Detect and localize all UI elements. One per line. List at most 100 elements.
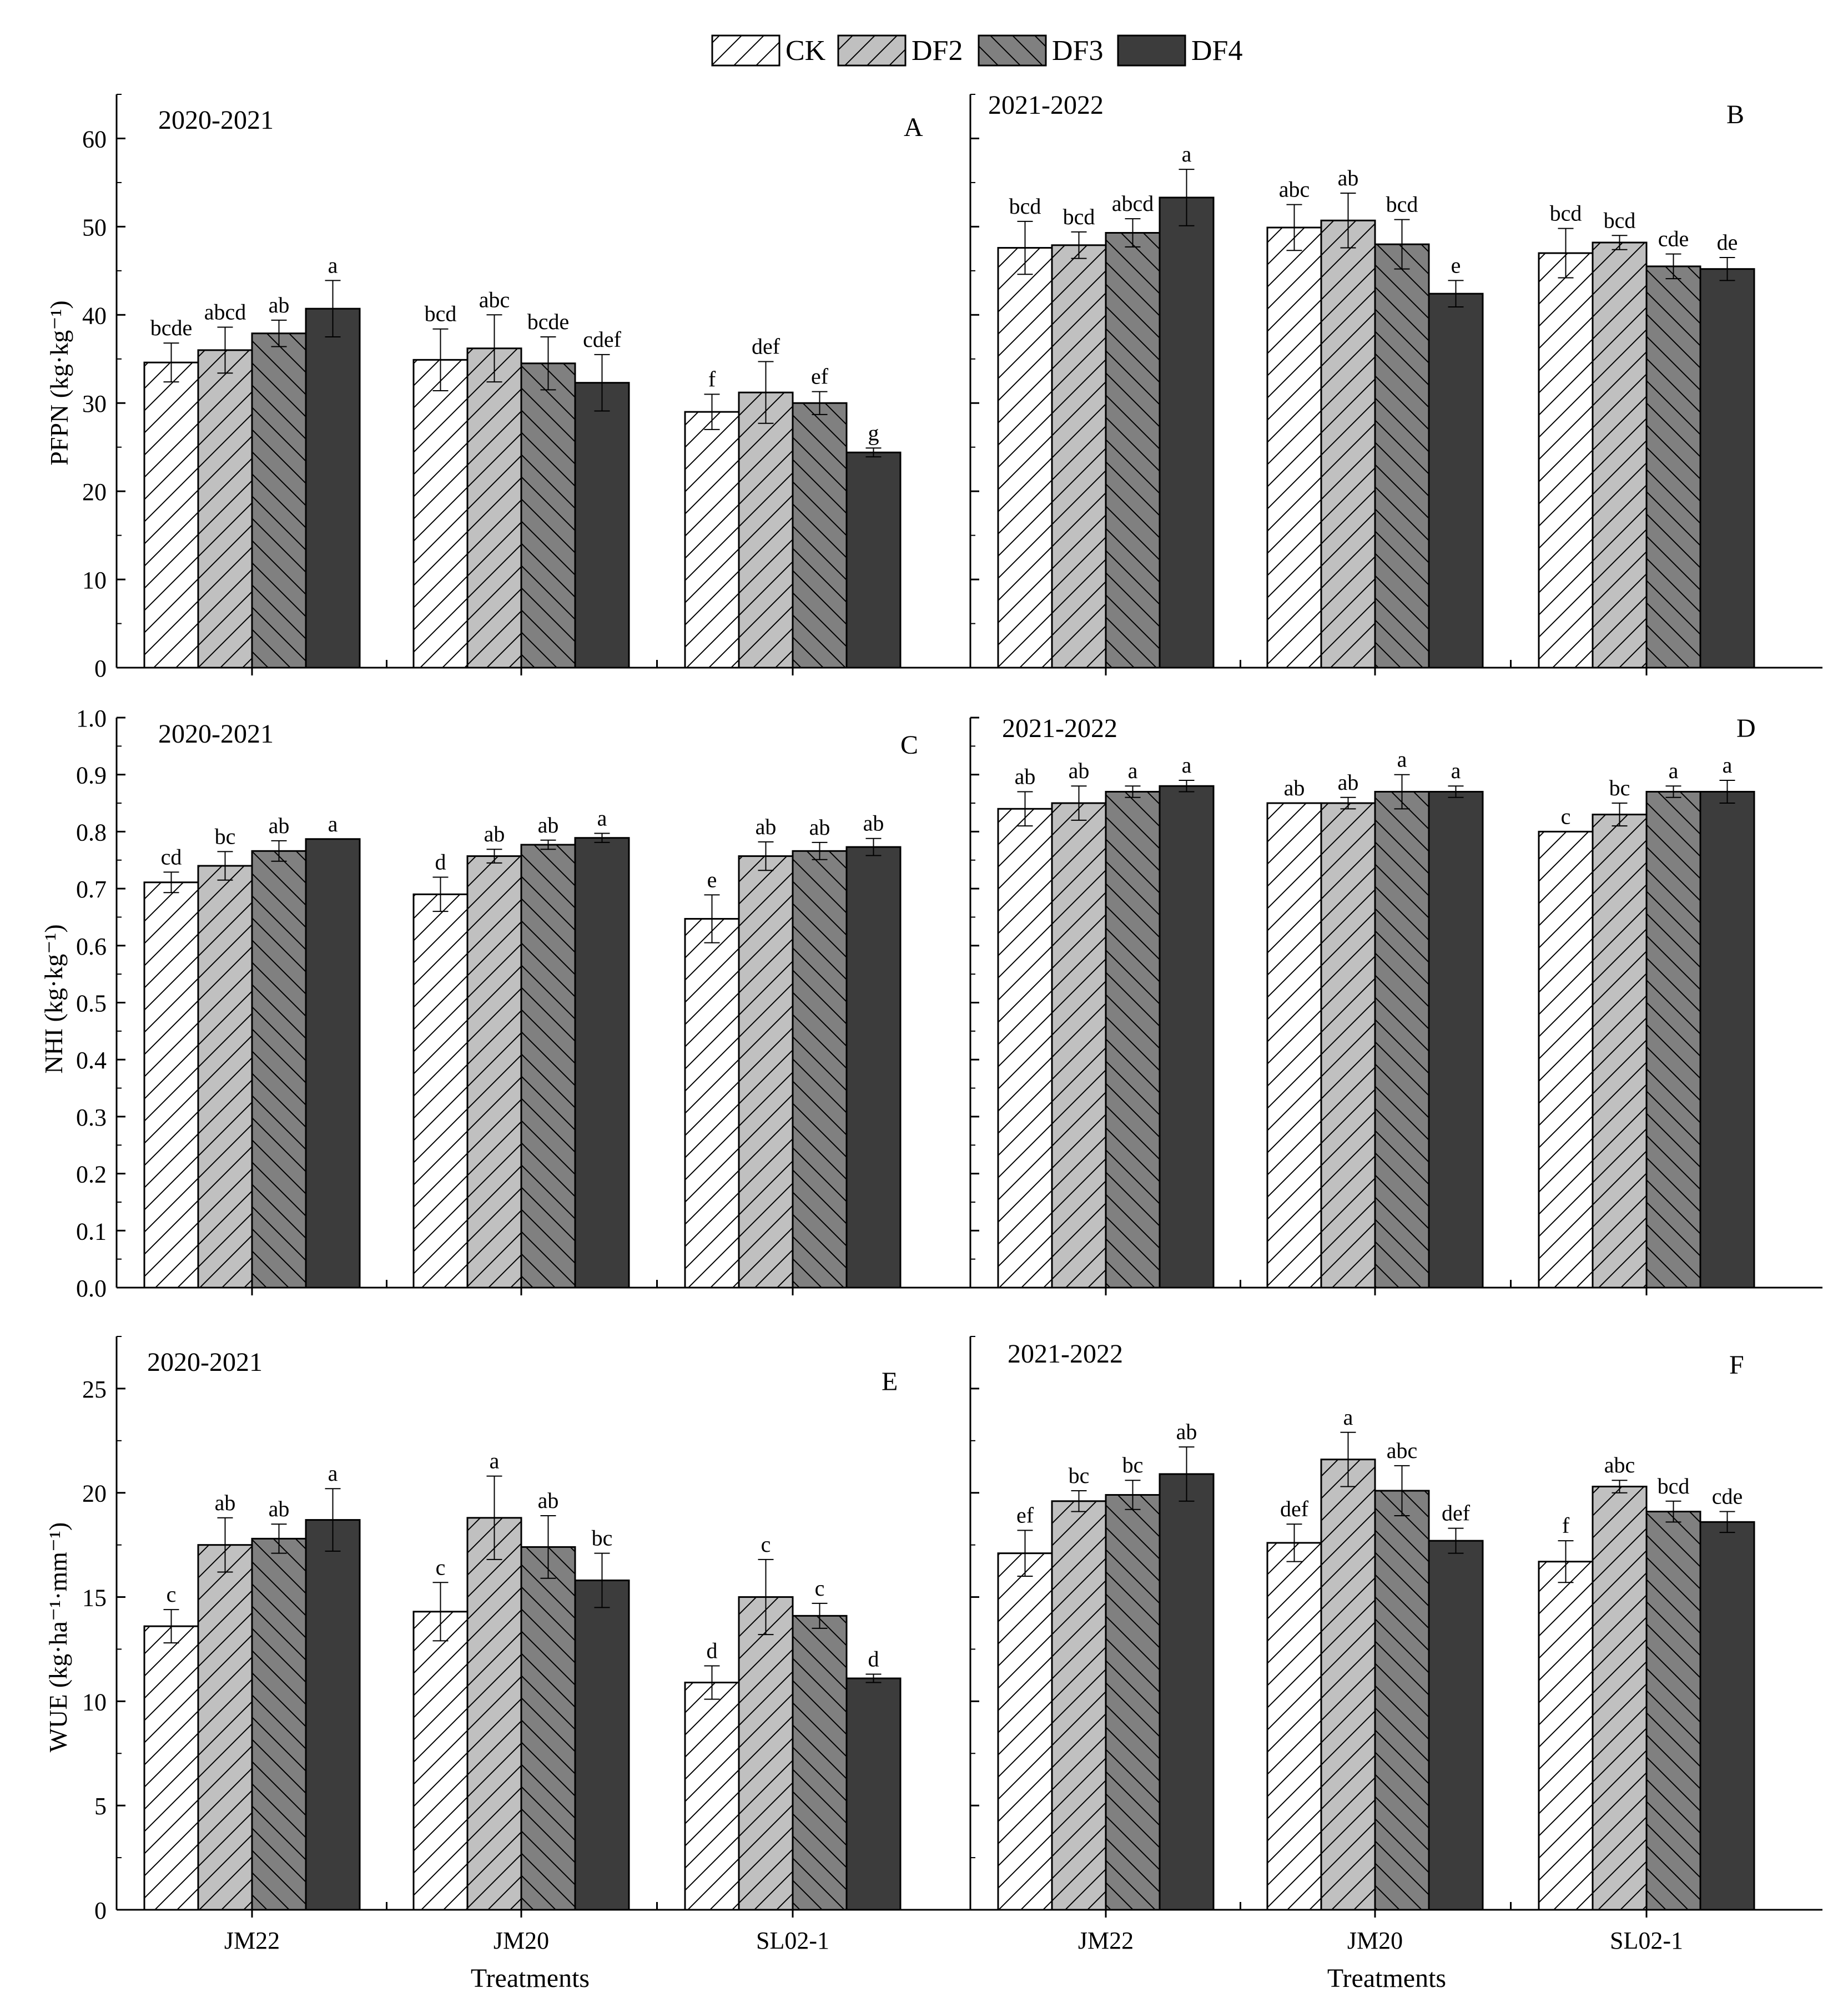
panel-A-ytick-label: 50: [82, 214, 107, 241]
panel-E-bar-df2: [466, 1517, 522, 1911]
panel-D-sig-letter: ab: [1284, 775, 1305, 800]
legend-label-ck: CK: [785, 35, 826, 67]
panel-A-ytick-label: 10: [82, 567, 107, 594]
panel-C-ytick-label: 0.0: [76, 1275, 107, 1302]
panel-F-sig-letter: def: [1280, 1496, 1309, 1521]
panel-A-ytick-label: 20: [82, 478, 107, 506]
panel-D-label: D: [1736, 714, 1756, 743]
panel-F-bar-df2: [1592, 1485, 1648, 1911]
panel-B-bar-df4: [1428, 292, 1484, 669]
panel-F-bar-df4: [1159, 1473, 1215, 1911]
panel-F-sig-letter: a: [1343, 1405, 1353, 1430]
panel-C-sig-letter: a: [597, 805, 607, 830]
panel-B-sig-letter: bcd: [1604, 208, 1636, 233]
panel-A-bar-df2: [197, 349, 253, 669]
panel-A-bar-ck: [412, 359, 469, 669]
panel-D-sig-letter: a: [1397, 747, 1407, 772]
panel-C-bar-df2: [738, 855, 794, 1289]
panel-C-sig-letter: d: [435, 850, 446, 875]
panel-E-sig-letter: ab: [538, 1488, 559, 1513]
panel-F-sig-letter: abc: [1387, 1438, 1418, 1463]
panel-A: 0 10 20 30 40 50 60 bcde bcd f abcd abc def ab bcde ef a…: [45, 94, 970, 682]
panel-A-sig-letter: ef: [811, 364, 829, 389]
panel-D-bar-ck: [1538, 830, 1594, 1289]
legend-item-df3: DF3: [978, 34, 1103, 67]
panel-F-sig-letter: bcd: [1658, 1474, 1690, 1499]
panel-A-sig-letter: ab: [269, 292, 290, 317]
panel-C-ytick-label: 0.7: [76, 876, 107, 903]
panel-A-bar-df3: [520, 362, 576, 669]
panel-F-bar-df2: [1051, 1500, 1107, 1911]
panel-A-sig-letter: bcde: [150, 315, 193, 340]
panel-C-ytick-label: 0.9: [76, 762, 107, 789]
legend-swatch-df4: [1117, 34, 1186, 67]
panel-A-bar-ck: [143, 361, 199, 669]
panel-E-sig-letter: ab: [215, 1490, 236, 1515]
panel-C-bar-ck: [412, 893, 469, 1289]
panel-D-sig-letter: a: [1451, 758, 1461, 783]
panel-A-ytick-label: 60: [82, 125, 107, 153]
panel-A-season: 2020-2021: [158, 105, 274, 135]
panel-E-bar-df4: [574, 1579, 630, 1911]
panel-E-sig-letter: a: [490, 1449, 500, 1474]
panel-A-bar-ck: [684, 411, 740, 669]
panel-A-bar-df3: [251, 332, 307, 669]
panel-C-ytick-label: 0.5: [76, 990, 107, 1017]
panel-C-bar-df3: [792, 850, 848, 1289]
panel-F-sig-letter: bc: [1069, 1463, 1090, 1488]
panel-E-sig-letter: c: [815, 1576, 825, 1601]
panel-E-sig-letter: ab: [269, 1496, 290, 1521]
panel-F-label: F: [1729, 1350, 1744, 1380]
panel-C-sig-letter: ab: [863, 811, 884, 836]
panel-D-bar-ck: [1266, 802, 1322, 1289]
panel-C-bar-df4: [574, 837, 630, 1289]
panel-A-ytick-label: 30: [82, 390, 107, 417]
panel-B-sig-letter: bcd: [1550, 201, 1582, 226]
panel-E-bar-df3: [792, 1615, 848, 1911]
panel-D-bar-df2: [1592, 814, 1648, 1289]
panel-E-ytick-label: 5: [94, 1793, 107, 1820]
panel-E-ylabel: WUE (kg·ha⁻¹·mm⁻¹): [44, 1522, 72, 1753]
panel-B-sig-letter: a: [1182, 142, 1192, 167]
panel-C-ytick-label: 0.2: [76, 1161, 107, 1188]
panel-C-label: C: [900, 730, 918, 760]
panel-C-bar-df4: [845, 846, 902, 1289]
panel-A-sig-letter: bcd: [425, 301, 457, 326]
panel-B-sig-letter: bcd: [1063, 204, 1095, 229]
panel-E-bar-ck: [684, 1682, 740, 1911]
panel-A-bar-df3: [792, 402, 848, 669]
panel-B-bar-df2: [1320, 219, 1376, 669]
panel-A-bar-df4: [845, 451, 902, 669]
panel-F-sig-letter: cde: [1712, 1484, 1743, 1509]
panel-D-sig-letter: a: [1128, 758, 1138, 783]
legend-swatch-df2: [837, 34, 907, 67]
panel-A-sig-letter: g: [868, 420, 879, 445]
panel-C-sig-letter: ab: [538, 813, 559, 838]
panel-D-bar-df3: [1374, 791, 1430, 1289]
panel-B-sig-letter: abcd: [1112, 191, 1154, 216]
panel-D-bar-df2: [1051, 802, 1107, 1289]
panel-C-bar-df2: [466, 855, 522, 1289]
panel-F-xtick-label: JM20: [1347, 1927, 1403, 1954]
panel-B-sig-letter: ab: [1338, 165, 1359, 190]
panel-E-bar-ck: [143, 1625, 199, 1911]
panel-F-bar-df2: [1320, 1459, 1376, 1911]
panel-F-sig-letter: def: [1442, 1501, 1471, 1526]
panel-B-bar-df2: [1051, 244, 1107, 669]
panel-C-bar-df3: [251, 850, 307, 1289]
panel-C-ytick-label: 0.3: [76, 1104, 107, 1131]
legend-label-df2: DF2: [912, 35, 963, 67]
legend-label-df4: DF4: [1191, 35, 1242, 67]
panel-A-sig-letter: f: [708, 366, 716, 391]
panel-B-sig-letter: e: [1451, 253, 1461, 278]
panel-E-bar-df3: [520, 1546, 576, 1911]
panel-A-bar-df4: [574, 382, 630, 669]
panel-D-sig-letter: a: [1182, 753, 1192, 778]
panel-F-xtick-label: SL02-1: [1610, 1927, 1683, 1954]
panel-E-ytick-label: 15: [82, 1585, 107, 1612]
panel-E-sig-letter: d: [707, 1638, 718, 1663]
panel-F-sig-letter: f: [1562, 1513, 1570, 1538]
panel-D-bar-ck: [997, 808, 1053, 1289]
panel-A-ylabel: PFPN (kg·kg⁻¹): [45, 300, 73, 466]
